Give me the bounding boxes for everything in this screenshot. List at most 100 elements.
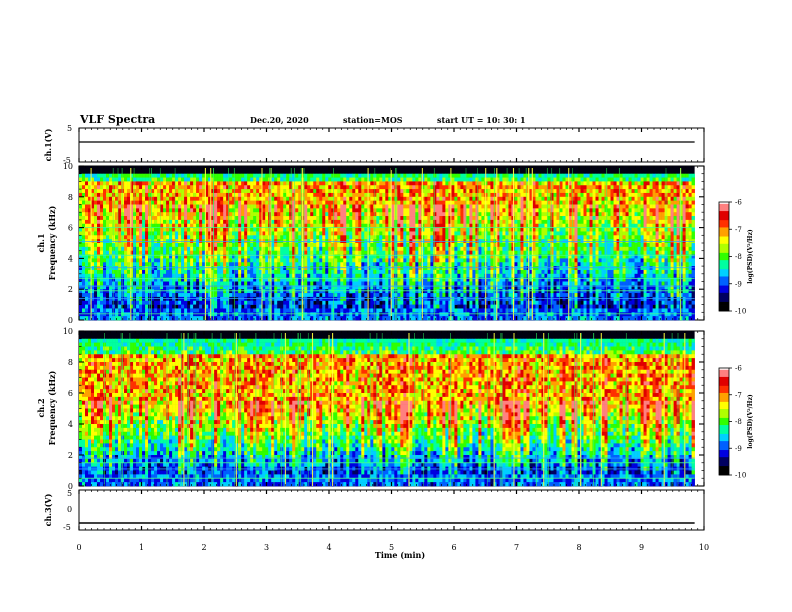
spectrogram-cell <box>166 235 170 240</box>
spectrogram-cell <box>190 308 194 313</box>
spectrogram-cell <box>448 254 452 259</box>
spectrogram-cell <box>157 189 161 194</box>
spectrogram-cell <box>268 300 272 305</box>
spectrogram-cell <box>226 177 230 182</box>
spectrogram-cell <box>175 189 179 194</box>
spectrogram-cell <box>433 312 437 317</box>
spectrogram-cell <box>130 200 134 205</box>
spectrogram-cell <box>400 304 404 309</box>
spectrogram-cell <box>427 204 431 209</box>
spectrogram-cell <box>334 312 338 317</box>
spectrogram-cell <box>229 196 233 201</box>
spectrogram-cell <box>154 177 158 182</box>
spectrogram-cell <box>394 196 398 201</box>
spectrogram-cell <box>232 185 236 190</box>
spectrogram-cell <box>409 196 413 201</box>
spectrogram-cell <box>454 312 458 317</box>
spectrogram-cell <box>349 289 353 294</box>
spectrogram-cell <box>316 173 320 178</box>
spectrogram-cell <box>433 173 437 178</box>
spectrogram-cell <box>430 285 434 290</box>
spectrogram-cell <box>337 200 341 205</box>
spectrogram-cell <box>130 227 134 232</box>
spectrogram-cell <box>376 192 380 198</box>
spectrogram-cell <box>196 285 200 290</box>
spectrogram-cell <box>154 273 158 278</box>
spectrogram-cell <box>124 254 128 259</box>
spectrogram-cell <box>139 273 143 278</box>
spectrogram-cell <box>205 250 209 255</box>
spectrogram-cell <box>172 243 176 248</box>
spectrogram-cell <box>238 204 242 209</box>
spectrogram-cell <box>295 285 299 290</box>
spectrogram-cell <box>346 235 350 240</box>
spectrogram-cell <box>367 212 371 217</box>
spectrogram-cell <box>214 293 218 298</box>
spectrogram-cell <box>337 212 341 217</box>
spectrogram-cell <box>325 316 329 321</box>
spectrogram-cell <box>295 273 299 278</box>
spectrogram-cell <box>454 231 458 236</box>
spectrogram-cell <box>406 243 410 248</box>
spectrogram-cell <box>85 231 89 236</box>
spectrogram-cell <box>445 189 449 194</box>
spectrogram-cell <box>307 300 311 305</box>
spectrogram-cell <box>160 204 164 209</box>
spectrogram-cell <box>169 235 173 240</box>
spectrogram-cell <box>412 266 416 271</box>
spectrogram-cell <box>211 231 215 236</box>
spectrogram-cell <box>403 246 407 251</box>
spectrogram-cell <box>193 212 197 217</box>
spectrogram-cell <box>208 204 212 209</box>
spectrogram-cell <box>391 285 395 290</box>
spectrogram-cell <box>367 312 371 317</box>
spectrogram-cell <box>133 231 137 236</box>
spectrogram-cell <box>205 200 209 205</box>
spectrogram-cell <box>223 196 227 201</box>
spectrogram-cell <box>334 289 338 294</box>
spectrogram-cell <box>112 208 116 213</box>
spectrogram-cell <box>187 258 191 263</box>
spectrogram-cell <box>181 289 185 294</box>
spectrogram-cell <box>394 235 398 240</box>
spectrogram-cell <box>256 196 260 201</box>
spectrogram-cell <box>250 316 254 321</box>
spectrogram-cell <box>109 300 113 305</box>
spectrogram-cell <box>394 285 398 290</box>
spectrogram-cell <box>295 219 299 225</box>
spectrogram-cell <box>142 289 146 294</box>
spectrogram-cell <box>304 200 308 205</box>
spectrogram-cell <box>121 200 125 205</box>
spectrogram-cell <box>457 173 461 178</box>
spectrogram-cell <box>337 185 341 190</box>
spectrogram-cell <box>256 266 260 271</box>
spectrogram-cell <box>241 269 245 275</box>
spectrogram-cell <box>433 296 437 302</box>
spectrogram-cell <box>235 216 239 221</box>
spectrogram-cell <box>103 316 107 321</box>
spectrogram-cell <box>226 204 230 209</box>
spectrogram-cell <box>217 254 221 259</box>
spectrogram-cell <box>136 304 140 309</box>
spectrogram-cell <box>340 273 344 278</box>
spectrogram-cell <box>166 189 170 194</box>
spectrogram-cell <box>250 231 254 236</box>
spectrogram-cell <box>268 262 272 267</box>
spectrogram-cell <box>451 269 455 275</box>
spectrogram-cell <box>247 254 251 259</box>
spectrogram-cell <box>151 285 155 290</box>
spectrogram-cell <box>208 235 212 240</box>
spectrogram-cell <box>124 243 128 248</box>
spectrogram-cell <box>292 227 296 232</box>
spectrogram-cell <box>370 300 374 305</box>
spectrogram-cell <box>439 250 443 255</box>
spectrogram-cell <box>103 308 107 313</box>
spectrogram-cell <box>169 262 173 267</box>
spectrogram-cell <box>244 196 248 201</box>
spectrogram-cell <box>391 181 395 186</box>
spectrogram-cell <box>160 258 164 263</box>
spectrogram-cell <box>343 181 347 186</box>
spectrogram-cell <box>331 216 335 221</box>
spectrogram-cell <box>433 192 437 198</box>
spectrogram-cell <box>436 219 440 225</box>
